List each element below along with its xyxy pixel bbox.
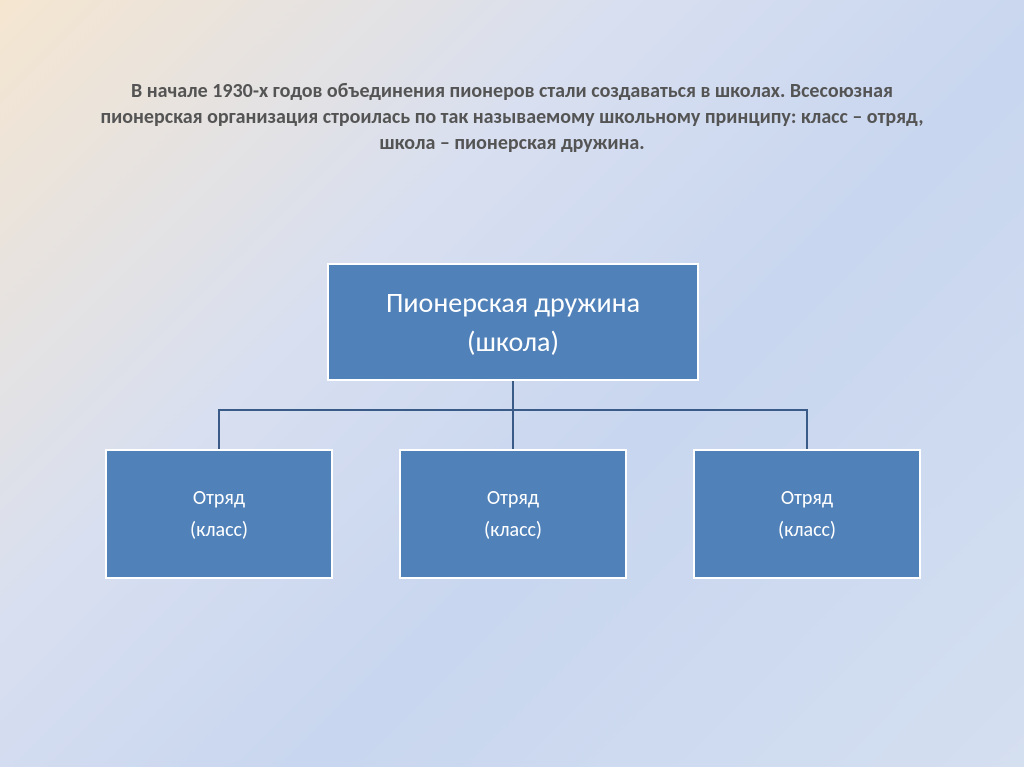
child-node: Отряд (класс) (105, 449, 333, 579)
child-label-line2: (класс) (778, 514, 836, 546)
slide-title: В начале 1930-х годов объединения пионер… (88, 78, 936, 156)
connector-line (512, 381, 514, 409)
child-label-line2: (класс) (190, 514, 248, 546)
child-node: Отряд (класс) (399, 449, 627, 579)
org-chart: Пионерская дружина (школа) Отряд (класс)… (0, 225, 1024, 767)
child-label-line1: Отряд (781, 482, 833, 514)
root-label-line2: (школа) (467, 322, 559, 361)
child-label-line1: Отряд (193, 482, 245, 514)
root-label-line1: Пионерская дружина (386, 283, 640, 322)
connector-line (512, 409, 514, 449)
child-node: Отряд (класс) (693, 449, 921, 579)
child-label-line2: (класс) (484, 514, 542, 546)
connector-line (218, 409, 220, 449)
connector-line (806, 409, 808, 449)
root-node: Пионерская дружина (школа) (327, 263, 699, 381)
child-label-line1: Отряд (487, 482, 539, 514)
